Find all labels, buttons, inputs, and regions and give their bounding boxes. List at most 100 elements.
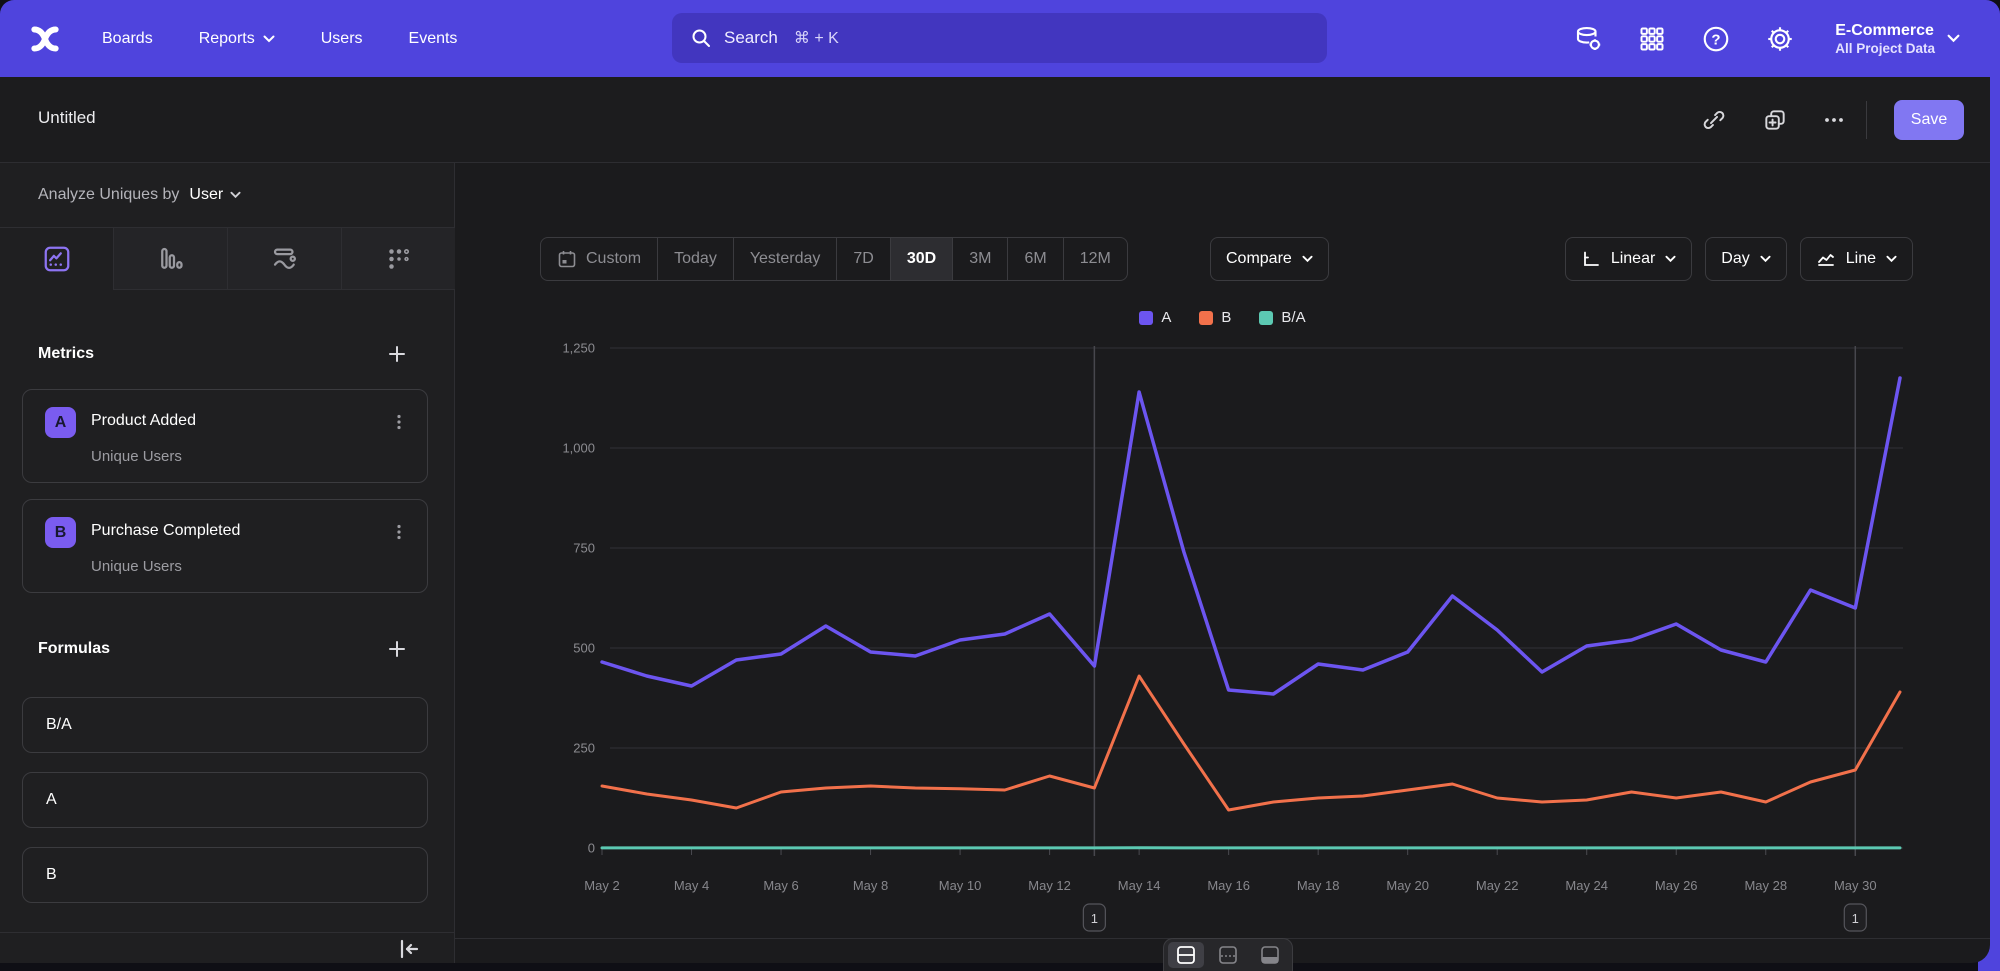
tab-insights-line[interactable] [0,228,113,290]
metric-measure[interactable]: Unique Users [91,558,182,575]
date-range-segmented-control: Custom Today Yesterday 7D 30D 3M 6M 12M [540,237,1128,281]
chart-panel: Custom Today Yesterday 7D 30D 3M 6M 12M … [455,163,1990,971]
nav-item-users[interactable]: Users [321,30,363,48]
range-label: 12M [1079,250,1111,267]
svg-text:May 10: May 10 [939,878,982,893]
line-chart[interactable]: 0 250 500 750 1,000 1,250 1 1 May 2 May 4 May 6 May… [545,338,1965,948]
svg-text:750: 750 [573,541,595,556]
line-chart-icon [1817,254,1834,266]
range-label: 30D [906,250,937,267]
data-management-icon[interactable] [1571,22,1605,56]
svg-text:0: 0 [588,841,595,856]
metric-letter-badge: B [45,517,76,548]
save-button[interactable]: Save [1894,100,1964,140]
help-icon[interactable]: ? [1699,22,1733,56]
nav-item-label: Reports [198,29,255,47]
range-today[interactable]: Today [657,238,733,280]
collapse-sidebar-icon[interactable] [395,937,423,961]
svg-text:May 20: May 20 [1386,878,1429,893]
search-input[interactable]: Search ⌘ + K [672,13,1327,63]
nav-menu: Boards Reports Users Events [102,0,457,77]
legend-swatch-b-over-a [1259,310,1274,325]
legend-item-b-over-a[interactable]: B/A [1259,309,1306,326]
range-30d[interactable]: 30D [889,238,953,280]
add-metric-button[interactable] [384,341,410,367]
tab-retention[interactable] [341,228,455,290]
metric-measure[interactable]: Unique Users [91,448,182,465]
legend-item-a[interactable]: A [1139,309,1171,326]
svg-text:May 8: May 8 [853,878,888,893]
range-12m[interactable]: 12M [1062,238,1127,280]
formula-card[interactable]: B/A [22,697,428,753]
sidebar-footer [0,932,455,963]
range-label: 3M [969,250,992,267]
range-3m[interactable]: 3M [952,238,1007,280]
bar-chart-tab-icon [160,247,183,269]
project-scope: All Project Data [1835,41,1935,56]
apps-grid-icon[interactable] [1635,22,1669,56]
formulas-header: Formulas [38,634,410,664]
svg-text:May 28: May 28 [1744,878,1787,893]
metrics-header: Metrics [38,339,410,369]
compare-dropdown[interactable]: Compare [1210,237,1329,281]
range-label: 6M [1024,250,1047,267]
duplicate-icon[interactable] [1758,103,1792,137]
chevron-down-icon [263,35,275,42]
svg-text:500: 500 [573,641,595,656]
range-7d[interactable]: 7D [836,238,889,280]
formula-card[interactable]: B [22,847,428,903]
metric-options-icon[interactable] [387,410,411,434]
search-icon [692,29,710,47]
scale-dropdown[interactable]: Linear [1564,237,1693,281]
svg-text:1,250: 1,250 [562,341,595,356]
nav-item-events[interactable]: Events [409,30,458,48]
metric-name: Product Added [91,412,196,429]
layout-toggle-group [1163,938,1293,971]
nav-item-label: Boards [102,29,153,47]
copy-link-icon[interactable] [1697,103,1731,137]
query-sidebar: Analyze Uniques by User [0,163,455,963]
analyze-entity-dropdown[interactable]: User [189,186,241,204]
settings-gear-icon[interactable] [1763,22,1797,56]
retention-tab-icon [388,248,409,269]
legend-item-b[interactable]: B [1199,309,1231,326]
project-selector[interactable]: E-Commerce All Project Data [1835,21,1960,56]
svg-text:May 6: May 6 [763,878,798,893]
report-title[interactable]: Untitled [38,108,96,127]
layout-table-bottom-button[interactable] [1252,942,1288,968]
metric-card-purchase-completed[interactable]: B Purchase Completed Unique Users [22,499,428,593]
layout-split-view-button[interactable] [1168,942,1204,968]
range-6m[interactable]: 6M [1007,238,1062,280]
line-chart-tab-icon [44,246,69,271]
layout-chart-only-button[interactable] [1210,942,1246,968]
tab-bar-chart[interactable] [113,228,227,290]
chart-type-label: Line [1845,250,1876,267]
nav-item-boards[interactable]: Boards [102,30,153,48]
formula-card[interactable]: A [22,772,428,828]
legend-swatch-b [1199,310,1214,325]
metric-name: Purchase Completed [91,522,241,539]
range-yesterday[interactable]: Yesterday [732,238,837,280]
interval-dropdown[interactable]: Day [1705,237,1787,281]
svg-text:May 16: May 16 [1207,878,1250,893]
range-custom[interactable]: Custom [541,238,657,280]
chevron-down-icon [1760,255,1771,263]
tab-flows[interactable] [227,228,341,290]
chevron-down-icon [1886,255,1897,263]
metric-options-icon[interactable] [387,520,411,544]
chart-type-dropdown[interactable]: Line [1799,237,1913,281]
report-title-bar: Untitled Save [0,77,1990,163]
svg-text:May 24: May 24 [1565,878,1608,893]
metric-card-product-added[interactable]: A Product Added Unique Users [22,389,428,483]
svg-text:May 12: May 12 [1028,878,1071,893]
mixpanel-logo-icon[interactable] [26,20,64,58]
nav-right-cluster: ? E-Commerce All Project Data [1571,0,1960,77]
search-shortcut: ⌘ + K [793,30,839,47]
more-options-icon[interactable] [1817,103,1851,137]
legend-label: B/A [1281,309,1306,326]
nav-item-reports[interactable]: Reports [199,30,275,48]
project-name: E-Commerce [1835,22,1934,39]
svg-text:1: 1 [1852,911,1859,926]
add-formula-button[interactable] [384,636,410,662]
